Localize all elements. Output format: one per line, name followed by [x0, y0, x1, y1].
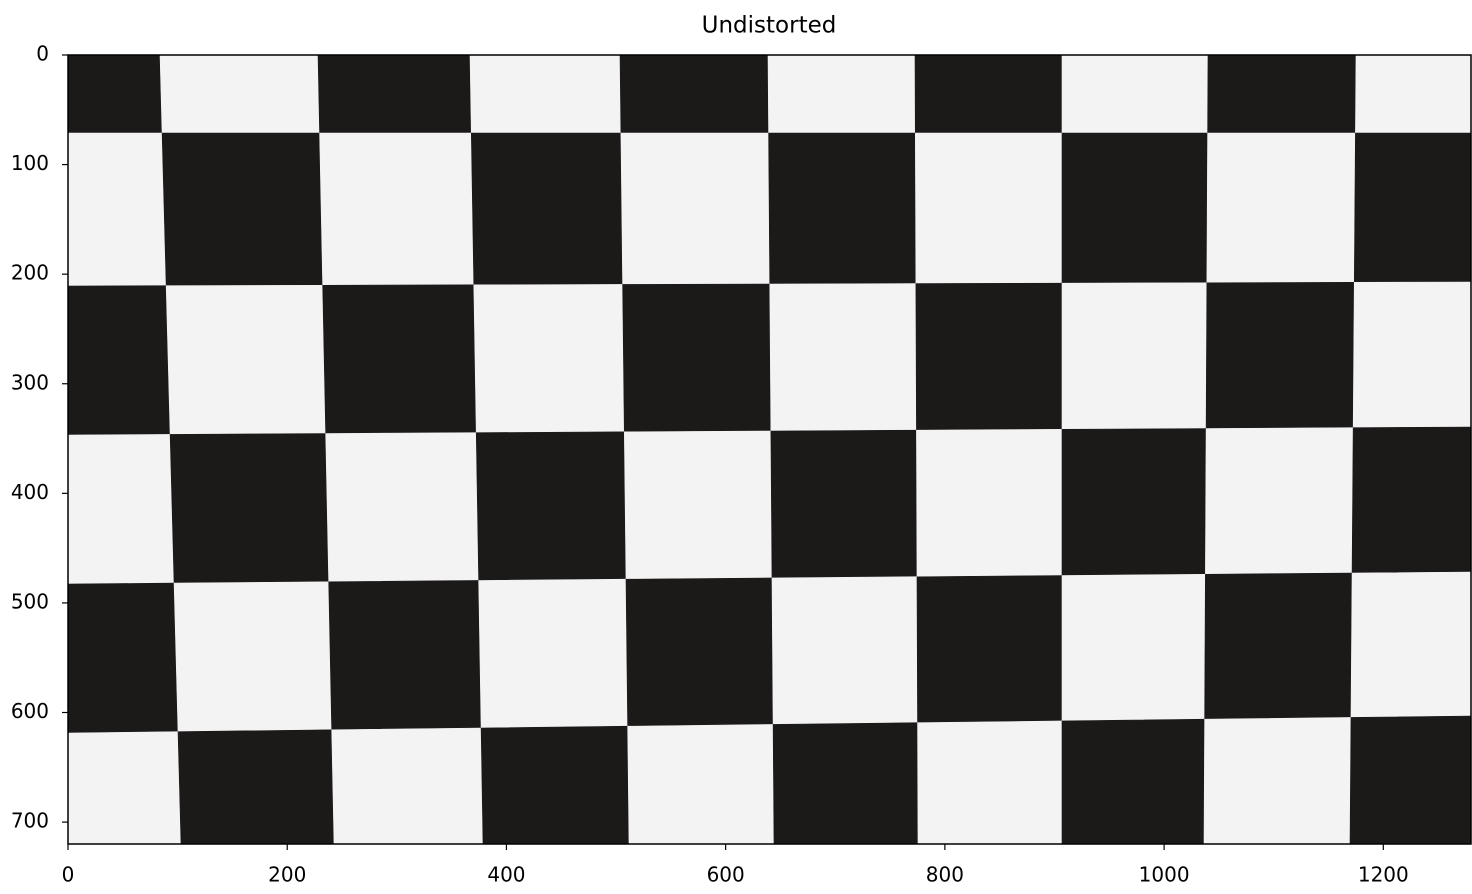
- light-square: [1205, 427, 1354, 575]
- light-square: [325, 432, 479, 583]
- dark-square: [916, 575, 1063, 724]
- light-square: [173, 581, 332, 732]
- dark-square: [470, 132, 623, 286]
- light-square: [1203, 717, 1352, 844]
- light-square: [771, 576, 918, 725]
- dark-square: [328, 580, 482, 731]
- light-square: [1352, 281, 1471, 428]
- light-square: [478, 578, 628, 729]
- light-square: [469, 55, 622, 134]
- light-square: [767, 55, 916, 134]
- dark-square: [1205, 282, 1355, 429]
- dark-square: [68, 55, 163, 134]
- y-tick-label: 600: [11, 699, 49, 723]
- dark-square: [1061, 718, 1205, 844]
- dark-square: [622, 283, 772, 433]
- x-tick-label: 1000: [1139, 863, 1190, 887]
- dark-square: [480, 725, 630, 844]
- light-square: [627, 724, 775, 844]
- dark-square: [169, 433, 329, 584]
- light-square: [159, 55, 320, 134]
- light-square: [1061, 282, 1208, 430]
- light-square: [68, 731, 182, 844]
- dark-square: [1349, 715, 1471, 844]
- dark-square: [768, 132, 917, 285]
- light-square: [473, 284, 625, 433]
- dark-square: [914, 55, 1063, 134]
- light-square: [914, 132, 1063, 284]
- dark-square: [68, 582, 179, 734]
- dark-square: [475, 431, 627, 581]
- dark-square: [770, 429, 918, 579]
- y-tick-label: 300: [11, 370, 49, 394]
- light-square: [769, 283, 917, 432]
- x-tick-label: 400: [487, 863, 525, 887]
- y-tick-label: 0: [36, 42, 49, 66]
- light-square: [1355, 55, 1471, 134]
- light-square: [917, 720, 1063, 844]
- light-square: [319, 132, 475, 286]
- x-tick-label: 1200: [1358, 863, 1409, 887]
- light-square: [68, 132, 167, 287]
- dark-square: [625, 577, 774, 727]
- dark-square: [1351, 426, 1471, 574]
- y-tick-label: 200: [11, 261, 49, 285]
- x-tick-label: 200: [268, 863, 306, 887]
- dark-square: [177, 729, 335, 844]
- light-square: [1350, 571, 1471, 718]
- light-square: [620, 132, 771, 285]
- light-square: [165, 284, 326, 435]
- light-square: [916, 429, 1063, 578]
- dark-square: [619, 55, 769, 134]
- x-tick-label: 600: [707, 863, 745, 887]
- dark-square: [68, 285, 171, 436]
- checkerboard-image: [68, 55, 1471, 844]
- light-square: [1206, 132, 1356, 284]
- dark-square: [1061, 132, 1208, 284]
- y-tick-label: 700: [11, 809, 49, 833]
- light-square: [623, 430, 773, 580]
- light-square: [1061, 573, 1206, 722]
- dark-square: [915, 282, 1063, 431]
- y-tick-label: 500: [11, 589, 49, 613]
- x-tick-label: 800: [926, 863, 964, 887]
- dark-square: [161, 132, 323, 287]
- dark-square: [317, 55, 472, 134]
- dark-square: [772, 722, 919, 844]
- y-tick-label: 100: [11, 151, 49, 175]
- chart-title: Undistorted: [702, 13, 837, 39]
- dark-square: [1204, 572, 1353, 720]
- x-tick-label: 0: [62, 863, 75, 887]
- dark-square: [1061, 428, 1207, 576]
- dark-square: [1207, 55, 1357, 134]
- light-square: [1061, 55, 1209, 134]
- dark-square: [1353, 132, 1471, 283]
- y-tick-label: 400: [11, 480, 49, 504]
- light-square: [331, 727, 484, 844]
- light-square: [68, 434, 175, 585]
- axes-frame: [67, 54, 1472, 845]
- dark-square: [322, 284, 477, 434]
